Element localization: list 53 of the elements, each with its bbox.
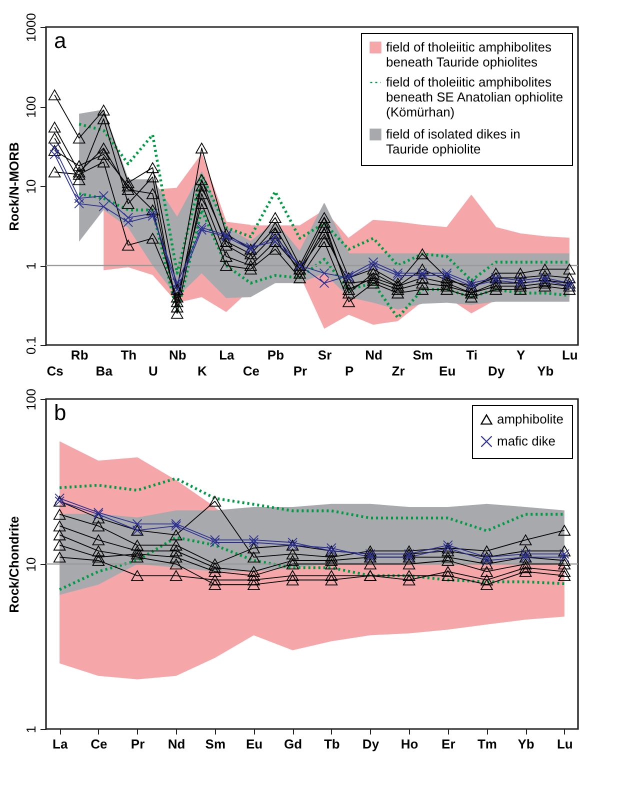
x-tick-label: Dy [488,364,506,378]
x-tick-label: Eu [439,364,456,378]
x-tick-label: U [148,364,158,378]
x-tick-label: Tm [477,736,497,752]
x-tick-label: Eu [246,736,263,752]
x-tick-label: Pb [267,348,284,362]
x-tick-label: Er [442,736,456,752]
legend-label: field of tholeiitic amphibolites beneath Tauride ophiolites [386,40,552,70]
x-tick-label: Nb [168,348,186,362]
x-tick-label: Sm [205,736,226,752]
x-tick-label: Lu [556,736,573,752]
x-tick-label: Nd [365,348,383,362]
x-tick-label: Lu [562,348,578,362]
annotation: a [54,28,67,53]
x-tick-label: Tb [324,736,340,752]
x-tick-label: K [197,364,208,378]
x-tick-label: Th [120,348,137,362]
x-tick-label: Ho [400,736,418,752]
x-tick-label: Ba [96,364,114,378]
y-tick-label: 1000 [24,13,38,42]
x-tick-label: La [219,348,236,362]
annotation: b [54,400,66,425]
x-tick-label: Rb [70,348,88,362]
x-tick-label: Sm [412,348,433,362]
y-tick-label: 10 [24,179,38,194]
x-tick-label: Cs [46,364,64,378]
y-axis-title: Rock/Chondrite [6,516,22,613]
x-tick-label: Zr [392,364,405,378]
legend-label: amphibolite [497,412,564,426]
y-tick-label: 100 [24,388,38,410]
x-tick-label: Ce [90,736,108,752]
x-tick-label: Ti [466,348,478,362]
legend-label: field of isolated dikes in Tauride ophiolite [386,126,520,156]
x-tick-label: Sr [318,348,332,362]
x-tick-label: Nd [168,736,186,752]
y-tick-label: 10 [24,557,38,572]
x-tick-label: La [52,736,68,752]
y-tick-label: 1 [24,262,38,270]
y-tick-label: 100 [24,96,38,118]
x-tick-label: Gd [284,736,302,752]
x-tick-label: Y [516,348,526,362]
legend-label: mafic dike [497,434,556,448]
y-axis-title: Rock/N-MORB [6,142,22,231]
x-tick-label: P [344,364,354,378]
x-tick-label: Yb [518,736,534,752]
x-tick-label: Pr [293,364,308,378]
x-tick-label: Dy [362,736,380,752]
x-tick-label: Ce [242,364,260,378]
x-tick-label: Yb [537,364,554,378]
x-tick-label: Pr [130,736,145,752]
y-tick-label: 0.1 [24,336,38,355]
legend-label: field of tholeiitic amphibolites beneath SE Anatolian ophiolite (Kömürhan) [386,74,564,120]
y-tick-label: 1 [24,726,38,734]
